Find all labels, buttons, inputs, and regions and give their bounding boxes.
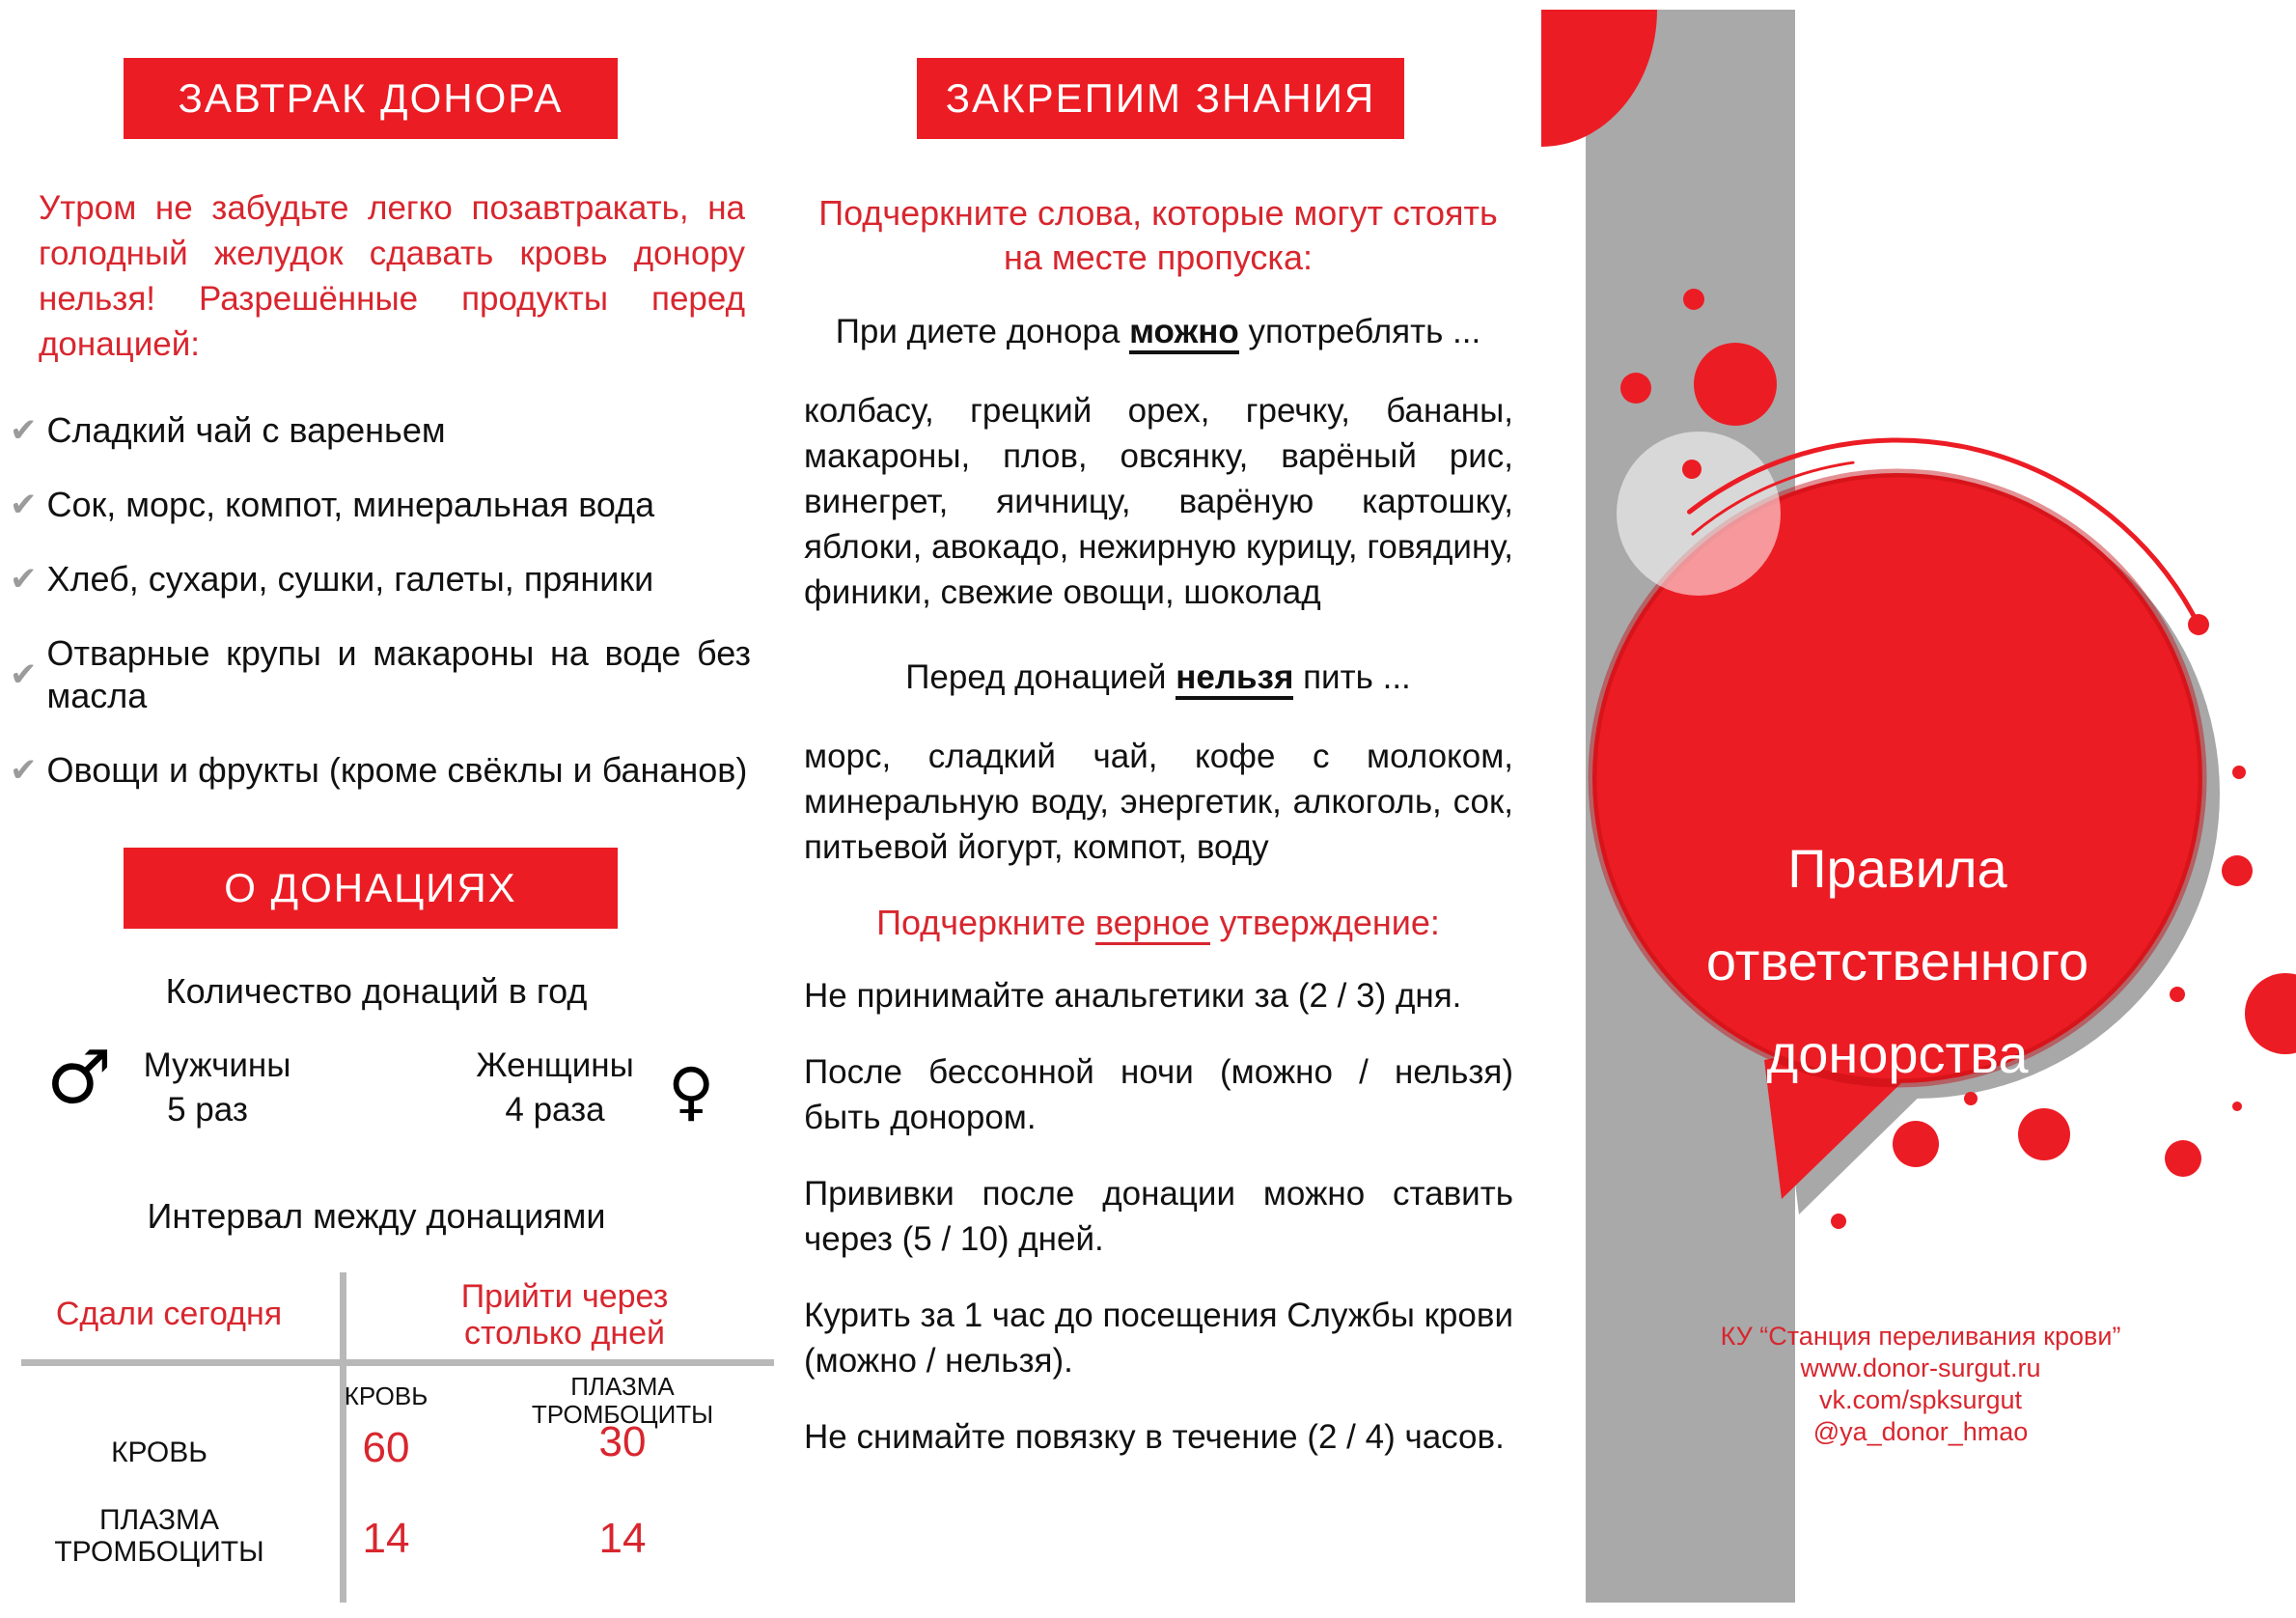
female-label: Женщины — [476, 1046, 634, 1084]
check-icon: ✔ — [10, 486, 38, 524]
page-title: Правила ответственного донорства — [1592, 823, 2202, 1101]
list-item: ✔ Сок, морс, компот, минеральная вода — [10, 484, 751, 526]
male-icon: ♂ — [46, 1034, 113, 1120]
list-item: ✔ Сладкий чай с вареньем — [10, 409, 751, 452]
donations-header: О ДОНАЦИЯХ — [124, 848, 618, 929]
per-year-title: Количество донаций в год — [165, 971, 588, 1011]
speech-bubble — [1588, 468, 2207, 1088]
quarter-circle-decor — [1541, 10, 1657, 147]
list-item-label: Сок, морс, компот, минеральная вода — [46, 485, 655, 524]
decor-dot — [1620, 373, 1651, 404]
decor-dot — [2245, 973, 2296, 1054]
light-circle-decor — [1617, 432, 1781, 596]
statement-2: После бессонной ночи (можно / нельзя) бы… — [804, 1053, 1513, 1136]
social-handle: @ya_donor_hmao — [1812, 1417, 2029, 1446]
organization-name: КУ “Станция переливания крови” — [1720, 1322, 2121, 1351]
list-item-label: Хлеб, сухари, сушки, галеты, пряники — [46, 559, 654, 599]
decor-dot — [2232, 1102, 2242, 1111]
website-url: www.donor-surgut.ru — [1800, 1353, 2041, 1382]
correct-statement-prompt: Подчеркните верное утверждение: — [801, 901, 1515, 945]
table-subheader-plasma: ПЛАЗМА ТРОМБОЦИТЫ — [531, 1372, 714, 1429]
check-icon: ✔ — [10, 656, 38, 694]
ring-arc-inner — [1691, 460, 1855, 536]
list-item: ✔ Хлеб, сухари, сушки, галеты, пряники — [10, 558, 751, 600]
keyword-allowed: можно — [1129, 313, 1239, 354]
decor-dot — [1831, 1214, 1846, 1229]
statement-1: Не принимайте анальгетики за (2 / 3) дня… — [804, 977, 1462, 1015]
female-value: 4 раза — [505, 1091, 605, 1129]
decor-dot — [1694, 343, 1777, 426]
page-title-line: ответственного — [1705, 931, 2089, 991]
table-cell: 30 — [598, 1418, 647, 1465]
table-col2-header: Прийти через столько дней — [460, 1278, 669, 1352]
decor-dot — [1683, 289, 1704, 310]
decor-dot — [1893, 1121, 1939, 1167]
statement-5: Не снимайте повязку в течение (2 / 4) ча… — [804, 1418, 1505, 1456]
keyword-forbidden: нельзя — [1176, 658, 1294, 700]
knowledge-header: ЗАКРЕПИМ ЗНАНИЯ — [917, 58, 1404, 139]
vk-link: vk.com/spksurgut — [1818, 1385, 2023, 1414]
table-cell: 14 — [362, 1515, 410, 1562]
list-item: ✔ Овощи и фрукты (кроме свёклы и бананов… — [10, 749, 751, 792]
decor-dot — [1964, 1092, 1978, 1105]
table-col1-header: Сдали сегодня — [55, 1296, 283, 1332]
female-icon: ♀ — [668, 1054, 715, 1129]
male-value: 5 раз — [167, 1091, 248, 1129]
check-icon: ✔ — [10, 411, 38, 450]
breakfast-header: ЗАВТРАК ДОНОРА — [124, 58, 618, 139]
fill-gap-prompt: Подчеркните слова, которые могут стоять … — [818, 193, 1498, 277]
decor-dot — [2018, 1108, 2070, 1160]
decor-dot — [1995, 999, 2014, 1018]
page-title-line: донорства — [1766, 1023, 2029, 1084]
statement-3: Прививки после донации можно ставить чер… — [804, 1175, 1513, 1258]
check-icon: ✔ — [10, 751, 38, 790]
ring-arc-outer — [1687, 437, 2201, 628]
arc-end-dot — [2188, 614, 2209, 635]
list-item: ✔ Отварные крупы и макароны на воде без … — [10, 632, 751, 717]
table-row-label: ПЛАЗМА ТРОМБОЦИТЫ — [54, 1504, 264, 1568]
breakfast-intro: Утром не забудьте легко позавтракать, на… — [39, 189, 745, 363]
table-subheader-blood: КРОВЬ — [344, 1381, 429, 1410]
forbidden-drinks-paragraph: морс, сладкий чай, кофе с молоком, минер… — [804, 738, 1513, 866]
table-divider-vertical — [340, 1272, 346, 1603]
keyword-correct: верное — [1094, 903, 1210, 945]
allowed-products-list: ✔ Сладкий чай с вареньем ✔ Сок, морс, ко… — [10, 409, 751, 823]
list-item-label: Овощи и фрукты (кроме свёклы и бананов) — [46, 750, 748, 790]
decor-dot — [2170, 987, 2185, 1002]
table-divider-horizontal — [21, 1359, 774, 1366]
decor-dot — [2222, 855, 2253, 886]
diet-sentence: При диете донора можно употреблять ... — [801, 309, 1515, 354]
list-item-label: Отварные крупы и макароны на воде без ма… — [46, 633, 752, 715]
contacts-block: КУ “Станция переливания крови” www.donor… — [1631, 1321, 2210, 1448]
list-item-label: Сладкий чай с вареньем — [46, 410, 446, 450]
interval-table: Сдали сегодня Прийти через столько дней … — [0, 1255, 791, 1618]
page-title-line: Правила — [1787, 838, 2007, 899]
table-cell: 60 — [362, 1424, 410, 1471]
decor-dot — [2165, 1140, 2201, 1177]
male-label: Мужчины — [143, 1046, 291, 1084]
check-icon: ✔ — [10, 560, 38, 599]
table-cell: 14 — [598, 1515, 647, 1562]
interval-title: Интервал между донациями — [147, 1196, 606, 1236]
statement-4: Курить за 1 час до посещения Службы кров… — [804, 1297, 1513, 1380]
table-row-label: КРОВЬ — [111, 1437, 207, 1468]
allowed-foods-paragraph: колбасу, грецкий орех, гречку, бананы, м… — [804, 392, 1513, 611]
decor-dot — [1682, 460, 1701, 479]
decor-dot — [2232, 766, 2246, 779]
forbid-sentence: Перед донацией нельзя пить ... — [801, 655, 1515, 700]
